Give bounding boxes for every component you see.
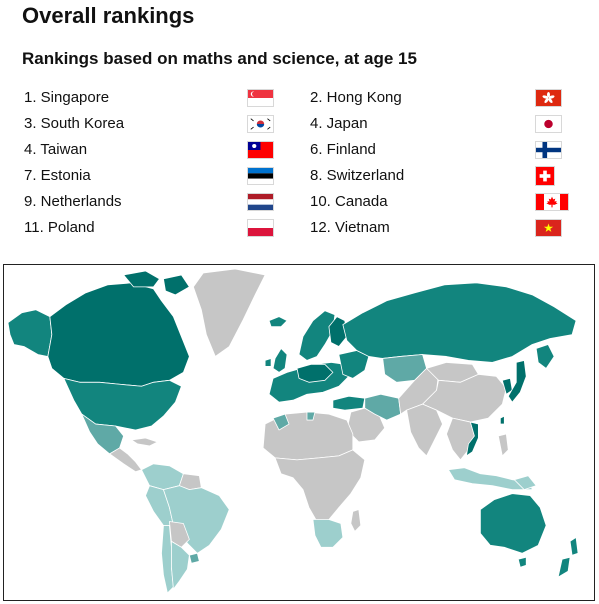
map-region-turkey bbox=[332, 395, 366, 411]
finland-flag-icon bbox=[535, 141, 562, 159]
ranking-item-singapore: 1. Singapore bbox=[24, 89, 110, 106]
map-region-usa bbox=[63, 377, 182, 431]
ranking-item-finland: 6. Finland bbox=[310, 141, 376, 158]
map-region-vietnam bbox=[466, 421, 479, 457]
map-region-maghreb bbox=[272, 411, 316, 431]
map-region-uruguay bbox=[188, 552, 200, 564]
ranking-item-taiwan: 4. Taiwan bbox=[24, 141, 88, 158]
singapore-flag-icon bbox=[247, 89, 274, 107]
ranking-item-hong-kong: 2. Hong Kong bbox=[310, 89, 402, 106]
map-region-russia-east bbox=[535, 344, 555, 369]
ranking-item-switzerland: 8. Switzerland bbox=[310, 167, 405, 184]
page-title: Overall rankings bbox=[22, 3, 195, 28]
map-region-japan bbox=[507, 360, 527, 403]
map-region-iceland bbox=[268, 316, 288, 328]
map-region-bolivia bbox=[169, 521, 190, 548]
world-map-canvas bbox=[7, 268, 579, 594]
map-region-canada-islands bbox=[123, 270, 190, 296]
canada-flag-icon bbox=[535, 193, 569, 211]
map-region-papua bbox=[513, 475, 537, 491]
map-region-scandinavia bbox=[298, 310, 336, 361]
map-region-northern-south-america bbox=[141, 463, 184, 491]
netherlands-flag-icon bbox=[247, 193, 274, 211]
map-region-greenland bbox=[192, 268, 266, 357]
taiwan-flag-icon bbox=[247, 141, 274, 159]
map-region-central-europe bbox=[296, 364, 334, 383]
map-region-uk bbox=[264, 348, 288, 373]
switzerland-flag-icon bbox=[535, 166, 555, 186]
south-korea-flag-icon bbox=[247, 115, 274, 133]
japan-flag-icon bbox=[535, 115, 562, 133]
map-region-russia bbox=[342, 282, 577, 363]
page-subtitle: Rankings based on maths and science, at … bbox=[22, 49, 417, 68]
map-region-madagascar bbox=[350, 509, 362, 532]
map-region-taiwan bbox=[499, 415, 505, 425]
map-region-india bbox=[406, 403, 443, 457]
map-region-central-africa bbox=[274, 449, 366, 522]
ranking-item-south-korea: 3. South Korea bbox=[24, 115, 125, 132]
ranking-item-vietnam: 12. Vietnam bbox=[310, 219, 390, 236]
world-map bbox=[3, 264, 595, 601]
map-region-eastern-europe bbox=[338, 350, 370, 379]
map-region-alaska bbox=[7, 309, 53, 357]
map-region-tasmania bbox=[517, 556, 527, 568]
vietnam-flag-icon bbox=[535, 219, 562, 237]
map-region-australia bbox=[479, 493, 547, 554]
ranking-item-netherlands: 9. Netherlands bbox=[24, 193, 122, 210]
map-region-philippines bbox=[497, 433, 509, 457]
map-region-argentina bbox=[171, 540, 190, 590]
map-region-new-zealand bbox=[557, 536, 579, 578]
map-region-canada bbox=[47, 282, 190, 387]
map-region-central-america bbox=[109, 447, 142, 473]
ranking-item-japan: 4. Japan bbox=[310, 115, 368, 132]
estonia-flag-icon bbox=[247, 167, 274, 185]
poland-flag-icon bbox=[247, 219, 274, 237]
hong-kong-flag-icon bbox=[535, 89, 562, 107]
map-region-caribbean bbox=[131, 437, 158, 447]
ranking-item-canada: 10. Canada bbox=[310, 193, 388, 210]
ranking-item-estonia: 7. Estonia bbox=[24, 167, 91, 184]
ranking-item-poland: 11. Poland bbox=[24, 219, 95, 236]
map-region-iran bbox=[364, 393, 402, 421]
map-region-southern-africa bbox=[312, 519, 344, 548]
